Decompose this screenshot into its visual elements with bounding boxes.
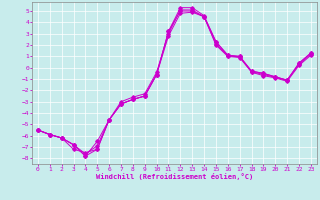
X-axis label: Windchill (Refroidissement éolien,°C): Windchill (Refroidissement éolien,°C) [96, 173, 253, 180]
